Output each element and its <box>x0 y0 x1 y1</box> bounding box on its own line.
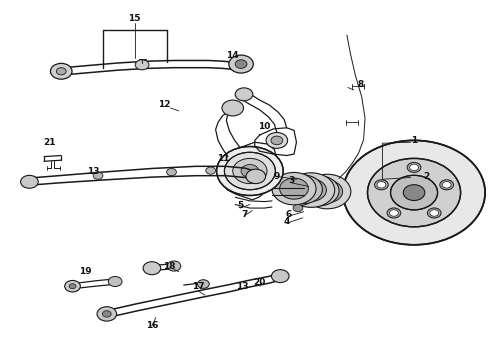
Circle shape <box>377 181 386 188</box>
Circle shape <box>50 63 72 79</box>
Circle shape <box>21 175 38 188</box>
Circle shape <box>387 208 401 218</box>
Text: 9: 9 <box>273 172 280 181</box>
Circle shape <box>56 68 66 75</box>
Circle shape <box>167 168 176 176</box>
Text: 1: 1 <box>411 136 417 145</box>
Circle shape <box>241 165 259 177</box>
Text: 3: 3 <box>289 176 294 185</box>
Circle shape <box>233 158 267 184</box>
Circle shape <box>217 147 283 195</box>
Text: 12: 12 <box>158 100 171 109</box>
Circle shape <box>442 181 451 188</box>
Circle shape <box>93 172 103 179</box>
Text: 7: 7 <box>242 210 248 219</box>
Text: 11: 11 <box>217 154 229 163</box>
Circle shape <box>280 178 308 199</box>
Text: 14: 14 <box>226 51 239 60</box>
Circle shape <box>288 173 335 207</box>
Text: 19: 19 <box>79 267 92 276</box>
Circle shape <box>222 100 244 116</box>
Circle shape <box>206 167 216 174</box>
Circle shape <box>167 261 181 271</box>
Circle shape <box>296 179 326 201</box>
Circle shape <box>298 176 339 206</box>
Circle shape <box>312 180 343 203</box>
Circle shape <box>407 162 421 172</box>
Circle shape <box>290 180 316 199</box>
Text: 2: 2 <box>423 172 429 181</box>
Circle shape <box>390 210 398 216</box>
Circle shape <box>235 60 247 68</box>
Circle shape <box>135 60 149 70</box>
Text: 4: 4 <box>283 217 290 226</box>
Text: 20: 20 <box>253 278 266 287</box>
Circle shape <box>427 208 441 218</box>
Circle shape <box>65 280 80 292</box>
Circle shape <box>266 132 288 148</box>
Circle shape <box>304 174 351 209</box>
Circle shape <box>403 185 425 201</box>
Circle shape <box>229 55 253 73</box>
Circle shape <box>69 284 76 289</box>
Circle shape <box>410 164 418 171</box>
Circle shape <box>374 180 388 190</box>
Circle shape <box>305 181 332 201</box>
Circle shape <box>97 307 117 321</box>
Text: 8: 8 <box>357 80 363 89</box>
Circle shape <box>224 152 275 190</box>
Circle shape <box>246 169 266 184</box>
Circle shape <box>272 172 316 205</box>
Circle shape <box>283 175 322 204</box>
Text: 10: 10 <box>258 122 271 131</box>
Circle shape <box>108 276 122 287</box>
Text: 6: 6 <box>286 210 292 219</box>
Circle shape <box>197 280 209 288</box>
Text: 17: 17 <box>192 282 205 291</box>
Text: 13: 13 <box>87 166 99 176</box>
Circle shape <box>293 204 303 212</box>
Circle shape <box>271 136 283 145</box>
Text: 15: 15 <box>128 14 141 23</box>
Text: 16: 16 <box>146 321 158 330</box>
Circle shape <box>102 311 111 317</box>
Circle shape <box>343 140 485 245</box>
Text: 5: 5 <box>237 201 243 210</box>
Circle shape <box>391 175 438 210</box>
Circle shape <box>368 158 461 227</box>
Circle shape <box>235 88 253 101</box>
Circle shape <box>271 270 289 283</box>
Text: 21: 21 <box>43 138 55 147</box>
Text: 13: 13 <box>236 282 249 291</box>
Circle shape <box>430 210 439 216</box>
Circle shape <box>143 262 161 275</box>
Text: 18: 18 <box>163 262 175 271</box>
Circle shape <box>440 180 454 190</box>
